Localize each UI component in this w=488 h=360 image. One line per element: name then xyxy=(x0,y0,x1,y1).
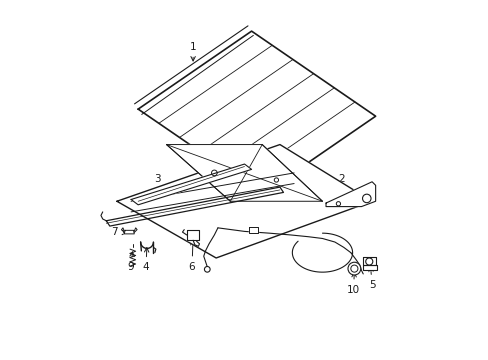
Text: 9: 9 xyxy=(127,252,134,272)
Circle shape xyxy=(211,170,217,176)
Circle shape xyxy=(336,202,340,206)
Polygon shape xyxy=(106,187,283,226)
Circle shape xyxy=(204,266,210,272)
Polygon shape xyxy=(138,31,375,194)
Text: 8: 8 xyxy=(257,225,271,235)
Text: 1: 1 xyxy=(189,42,196,61)
Polygon shape xyxy=(248,228,257,233)
Polygon shape xyxy=(325,182,375,207)
Text: 6: 6 xyxy=(188,240,195,271)
Text: 10: 10 xyxy=(346,273,360,294)
Polygon shape xyxy=(124,230,134,234)
Polygon shape xyxy=(363,257,375,265)
Circle shape xyxy=(362,194,370,203)
Circle shape xyxy=(274,178,278,182)
Circle shape xyxy=(347,262,360,275)
Text: 4: 4 xyxy=(142,248,149,272)
Text: 3: 3 xyxy=(154,174,163,194)
Text: 2: 2 xyxy=(338,174,346,192)
Circle shape xyxy=(350,265,357,272)
Text: 7: 7 xyxy=(111,228,126,238)
Text: 5: 5 xyxy=(368,267,375,290)
Polygon shape xyxy=(131,164,251,205)
Polygon shape xyxy=(186,230,199,240)
Circle shape xyxy=(365,258,372,265)
Polygon shape xyxy=(166,145,322,201)
Polygon shape xyxy=(117,145,371,258)
Polygon shape xyxy=(363,265,376,270)
